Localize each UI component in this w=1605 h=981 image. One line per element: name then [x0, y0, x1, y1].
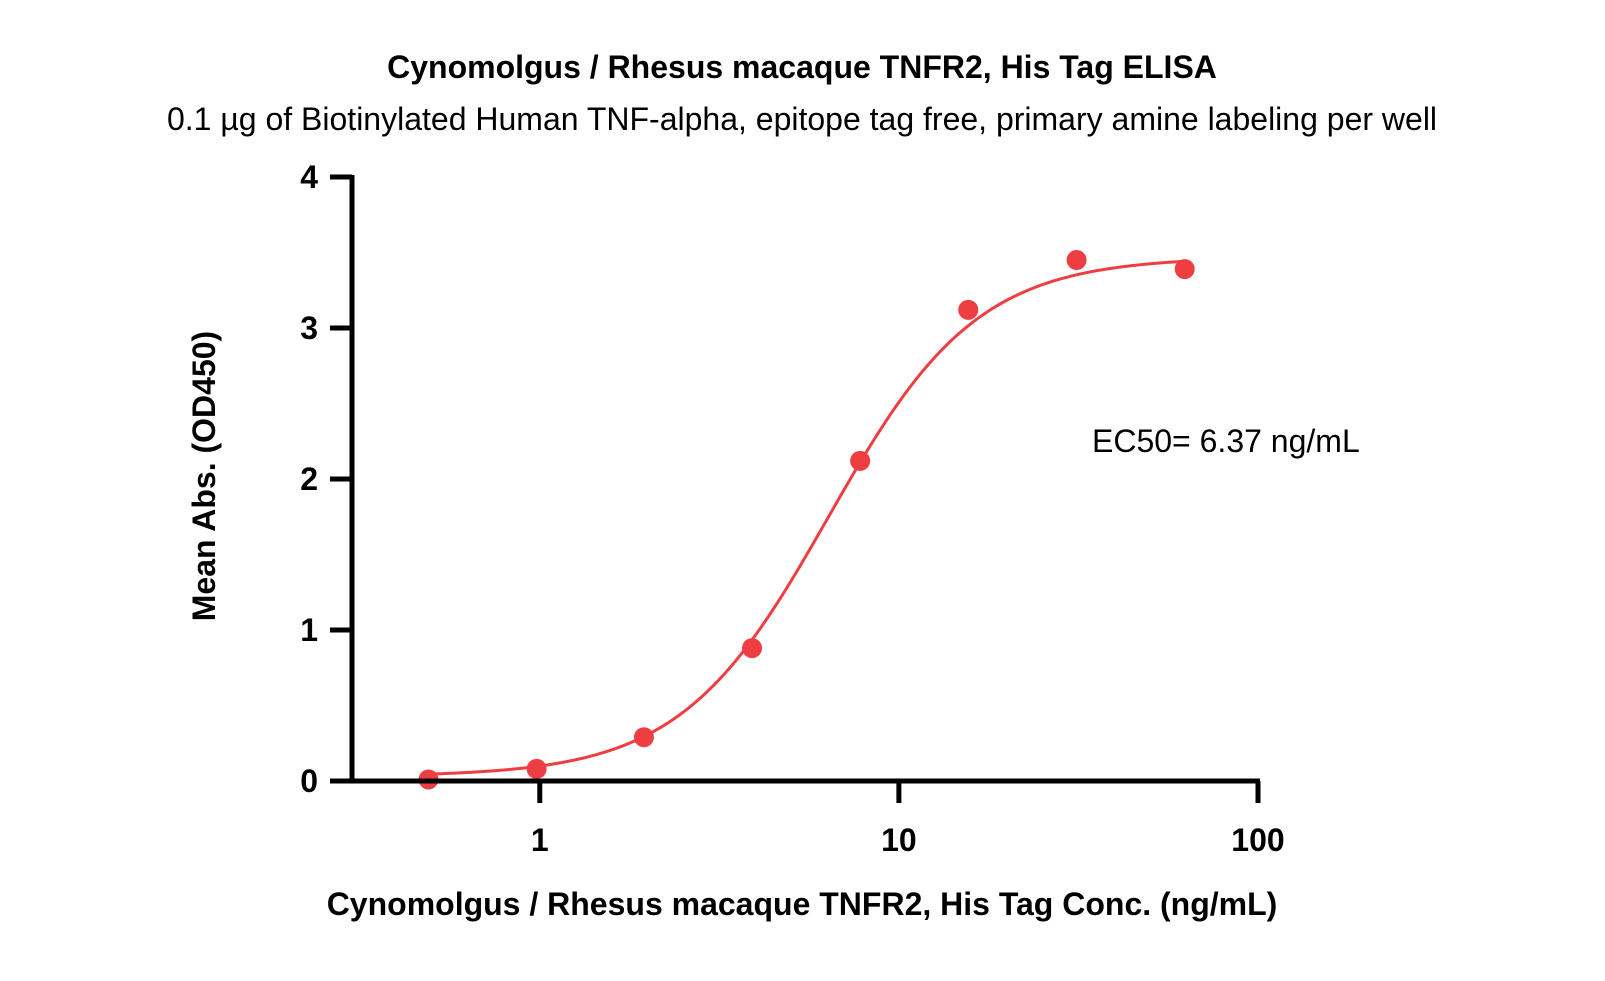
y-tick-label: 2 — [300, 461, 318, 497]
y-axis-label: Mean Abs. (OD450) — [186, 331, 222, 621]
x-tick-label: 100 — [1231, 822, 1284, 858]
x-tick-label: 1 — [531, 822, 549, 858]
ec50-annotation: EC50= 6.37 ng/mL — [1092, 423, 1360, 459]
x-axis-ticks: 1 10 100 — [531, 781, 1285, 858]
y-tick-label: 3 — [300, 310, 318, 346]
data-point — [850, 450, 871, 471]
data-point — [1174, 259, 1195, 280]
data-point — [742, 638, 763, 659]
y-tick-label: 0 — [300, 763, 318, 799]
data-point — [633, 727, 654, 748]
y-tick-label: 1 — [300, 612, 318, 648]
chart-subtitle: 0.1 µg of Biotinylated Human TNF-alpha, … — [167, 101, 1437, 137]
y-tick-label: 4 — [300, 159, 318, 195]
data-point — [526, 758, 547, 779]
data-points — [418, 250, 1195, 790]
data-point — [1066, 250, 1087, 271]
x-axis-label: Cynomolgus / Rhesus macaque TNFR2, His T… — [327, 886, 1278, 922]
fit-curve — [428, 259, 1185, 776]
y-axis-ticks: 0 1 2 3 4 — [300, 159, 352, 799]
plot-area: 0 1 2 3 4 1 10 100 — [300, 159, 1284, 858]
data-point — [958, 299, 979, 320]
x-tick-label: 10 — [881, 822, 917, 858]
chart-title: Cynomolgus / Rhesus macaque TNFR2, His T… — [387, 49, 1217, 85]
